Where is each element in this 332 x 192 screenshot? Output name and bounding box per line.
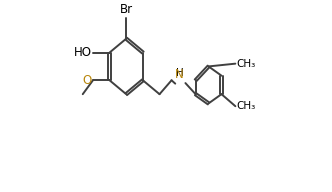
Text: CH₃: CH₃ xyxy=(236,101,256,111)
Text: Br: Br xyxy=(120,2,133,16)
Text: CH₃: CH₃ xyxy=(236,59,256,69)
Text: H: H xyxy=(176,68,184,78)
Text: N: N xyxy=(175,68,184,81)
Text: O: O xyxy=(83,74,92,87)
Text: HO: HO xyxy=(74,46,92,59)
